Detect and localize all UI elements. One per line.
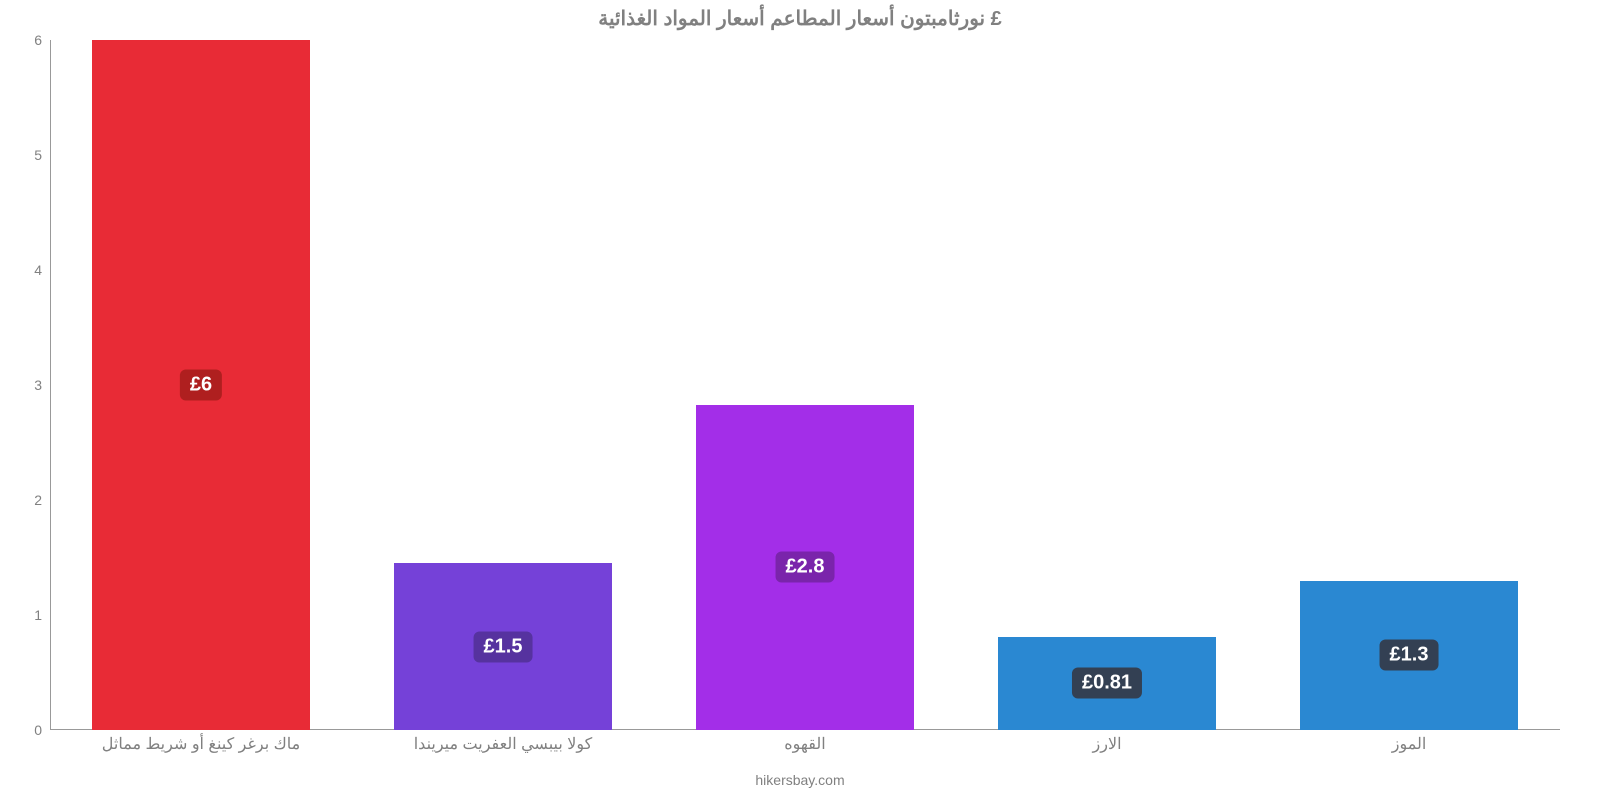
bar-value-label: £1.5 bbox=[474, 631, 533, 662]
y-tick: 4 bbox=[34, 262, 42, 278]
bar-value-label: £1.3 bbox=[1380, 640, 1439, 671]
y-tick: 6 bbox=[34, 32, 42, 48]
x-category-label: القهوه bbox=[784, 734, 825, 754]
chart-credit: hikersbay.com bbox=[0, 772, 1600, 788]
plot-area: £6 £1.5 £2.8 £0.81 £1.3 bbox=[50, 40, 1560, 730]
bar-value-label: £2.8 bbox=[776, 552, 835, 583]
bar-value-label: £6 bbox=[180, 370, 222, 401]
chart-title: نورثامبتون أسعار المطاعم أسعار المواد ال… bbox=[0, 6, 1600, 31]
x-axis-labels: ماك برغر كينغ أو شريط مماثل كولا بيبسي ال… bbox=[50, 734, 1560, 758]
price-bar-chart: نورثامبتون أسعار المطاعم أسعار المواد ال… bbox=[0, 0, 1600, 800]
y-axis: 0123456 bbox=[0, 40, 50, 730]
y-tick: 2 bbox=[34, 492, 42, 508]
y-tick: 3 bbox=[34, 377, 42, 393]
bar-value-label: £0.81 bbox=[1072, 668, 1142, 699]
x-category-label: ماك برغر كينغ أو شريط مماثل bbox=[102, 734, 300, 754]
y-tick: 5 bbox=[34, 147, 42, 163]
x-category-label: كولا بيبسي العفريت ميريندا bbox=[414, 734, 593, 754]
y-tick: 1 bbox=[34, 607, 42, 623]
y-axis-line bbox=[50, 40, 51, 730]
x-category-label: الموز bbox=[1392, 734, 1427, 754]
y-tick: 0 bbox=[34, 722, 42, 738]
x-category-label: الارز bbox=[1092, 734, 1121, 754]
